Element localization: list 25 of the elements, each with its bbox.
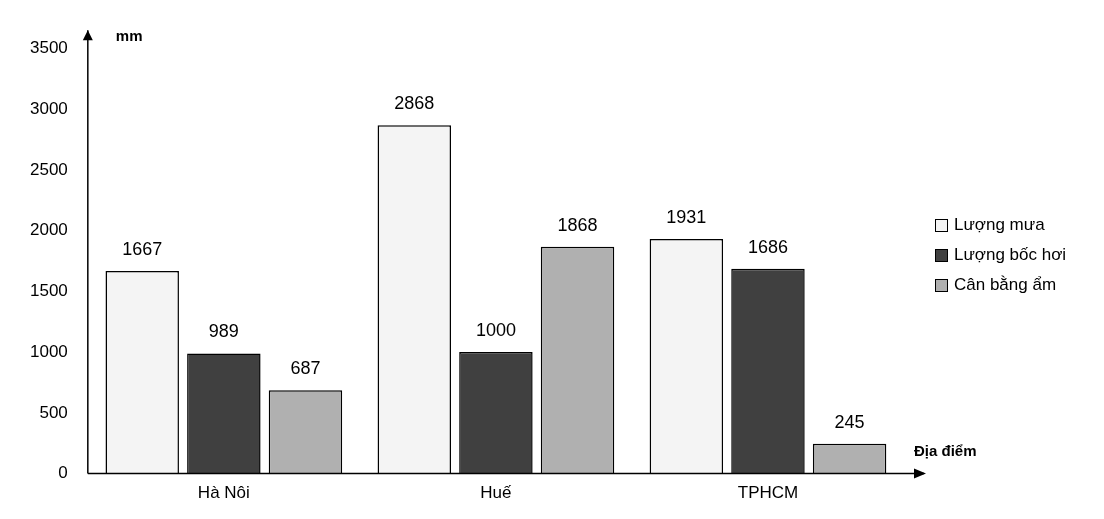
x-tick-label: TPHCM: [737, 483, 799, 503]
text: Lượng mưa: [954, 215, 1045, 235]
y-tick-label: 2500: [29, 159, 68, 179]
data-label: 1667: [122, 239, 163, 260]
data-label: 2868: [394, 93, 435, 114]
y-tick-label: 1500: [29, 281, 68, 301]
y-axis-title: mm: [115, 26, 143, 44]
data-label: 687: [290, 358, 321, 379]
y-tick-label: 3500: [29, 38, 68, 58]
x-tick-label: Hà Nôi: [197, 483, 250, 503]
y-tick-label: 2000: [29, 220, 68, 240]
data-label: 1931: [666, 206, 707, 227]
x-tick-label: Huế: [480, 483, 513, 503]
data-label: 245: [834, 411, 865, 432]
data-label: 989: [208, 321, 239, 342]
data-label: 1686: [747, 236, 788, 257]
legend-label: Cân bằng ẩm: [954, 275, 1057, 295]
y-tick-label: 500: [39, 402, 68, 422]
y-tick-label: 3000: [29, 98, 68, 118]
data-label: 1000: [475, 320, 516, 341]
x-axis-title: Địa điểm: [914, 442, 977, 460]
legend-label: Lượng bốc hơi: [954, 245, 1067, 265]
y-tick-label: 0: [58, 463, 68, 483]
data-label: 1868: [557, 214, 598, 235]
y-tick-label: 1000: [29, 341, 68, 361]
